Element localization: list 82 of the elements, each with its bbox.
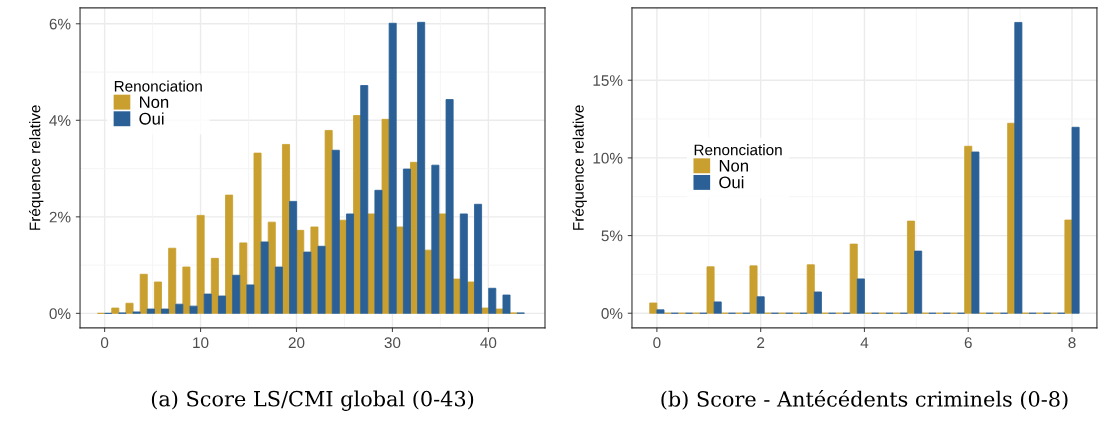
bar [303, 251, 312, 314]
x-tick-label: 6 [964, 337, 972, 349]
bar [402, 168, 411, 314]
x-tick-label: 30 [384, 337, 401, 349]
bar [317, 245, 326, 314]
x-tick-label: 2 [757, 337, 765, 348]
bar [346, 213, 354, 314]
legend-label: Oui [719, 176, 744, 189]
x-tick-label: 0 [653, 337, 661, 349]
legend-title: Renonciation [114, 80, 202, 92]
bar [210, 257, 219, 314]
bar [260, 241, 269, 314]
y-tick-label: 6% [49, 18, 71, 30]
bar [360, 85, 369, 314]
bar [218, 295, 226, 314]
bar [203, 293, 212, 314]
bar [1071, 126, 1080, 314]
x-tick-label: 20 [288, 337, 305, 349]
bar [488, 287, 497, 314]
bar [324, 130, 333, 314]
bar [756, 296, 765, 314]
bar [656, 309, 665, 314]
bar [914, 250, 923, 314]
x-tick-label: 10 [193, 337, 209, 349]
bar [649, 302, 658, 314]
bar [1014, 22, 1023, 314]
legend-label: Non [140, 96, 169, 109]
y-tick-label: 2% [49, 211, 71, 223]
text: (a) Score LS/CMI global (0-43) [151, 390, 474, 411]
bar [431, 164, 440, 314]
bar [907, 220, 915, 314]
bar [175, 303, 184, 314]
bar [495, 308, 504, 314]
bar [971, 151, 980, 314]
bar [139, 273, 148, 314]
x-tick-label: 4 [860, 337, 869, 348]
bar [168, 247, 177, 314]
x-tick-label: 0 [100, 337, 109, 349]
y-tick-label: 0% [601, 308, 623, 319]
bar [474, 203, 483, 314]
bar [239, 242, 248, 314]
bar [289, 200, 298, 314]
bar [856, 278, 865, 314]
bar [161, 308, 170, 314]
bar [849, 243, 858, 314]
bar [813, 291, 822, 314]
bar [146, 308, 155, 314]
bar [706, 266, 715, 314]
bar [111, 307, 120, 314]
bar [253, 152, 262, 314]
legend-label: Oui [139, 112, 164, 125]
legend-label: Non [719, 160, 748, 172]
bar [225, 194, 234, 314]
bar [189, 305, 198, 314]
bar [331, 149, 340, 314]
bar [388, 22, 397, 314]
bar [182, 266, 191, 314]
bar [232, 274, 241, 314]
bar [502, 294, 511, 314]
bar [459, 213, 468, 314]
bar [417, 21, 426, 314]
bar [749, 265, 758, 314]
bar [806, 264, 815, 314]
bar [713, 301, 722, 314]
legend-title: Renonciation [694, 144, 782, 156]
y-axis-title: Fréquence relative [28, 105, 44, 230]
bar [196, 214, 205, 314]
y-tick-label: 5% [601, 230, 623, 242]
y-tick-label: 4% [49, 115, 71, 126]
bar [445, 99, 454, 314]
x-tick-label: 8 [1068, 337, 1076, 349]
bar [246, 284, 255, 314]
bar [153, 281, 162, 314]
y-tick-label: 0% [49, 308, 71, 320]
bar [374, 189, 383, 314]
y-tick-label: 15% [593, 75, 623, 86]
bar [274, 266, 283, 314]
y-axis-title: Fréquence relative [572, 105, 587, 230]
x-tick-label: 40 [480, 337, 497, 349]
bar [125, 302, 134, 314]
y-tick-label: 10% [593, 152, 623, 164]
text: (b) Score - Antécédents criminels (0-8) [661, 389, 1068, 410]
